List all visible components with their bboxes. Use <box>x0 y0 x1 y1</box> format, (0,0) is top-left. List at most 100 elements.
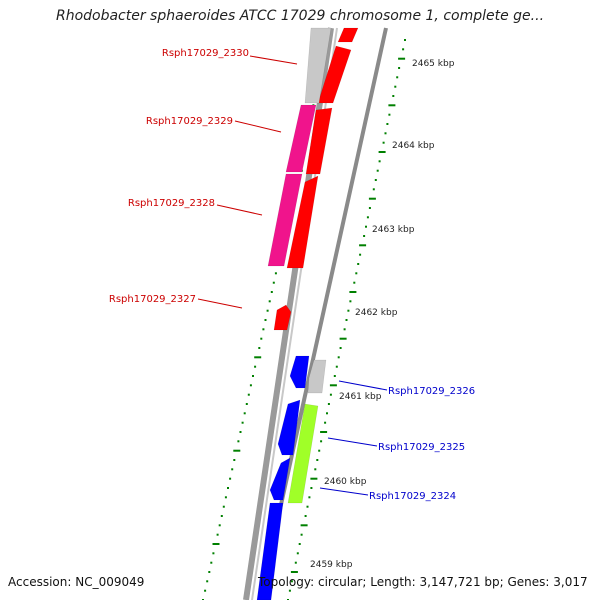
gene-rsph2331-segment[interactable] <box>337 27 359 43</box>
minor-tick <box>402 48 405 51</box>
major-tick <box>378 151 386 153</box>
major-tick <box>212 543 220 545</box>
major-tick <box>290 571 298 573</box>
minor-tick <box>320 440 323 443</box>
gene-label-2324[interactable]: Rsph17029_2324 <box>369 491 456 502</box>
minor-tick <box>357 263 360 265</box>
minor-tick <box>216 533 219 536</box>
minor-tick <box>365 225 367 228</box>
minor-tick <box>384 132 387 135</box>
minor-tick <box>363 235 366 237</box>
gene-rsph2328-alt[interactable] <box>267 173 303 267</box>
minor-tick <box>355 272 358 275</box>
leader-2327 <box>197 298 243 309</box>
major-tick <box>320 431 328 433</box>
kbp-label-2460: 2460 kbp <box>324 477 367 487</box>
gene-rsph2327[interactable] <box>273 304 292 331</box>
gene-rsph2326[interactable] <box>307 359 327 394</box>
minor-tick <box>388 113 391 116</box>
minor-tick <box>290 580 293 583</box>
kbp-label-2464: 2464 kbp <box>392 141 435 151</box>
minor-tick <box>318 449 321 452</box>
minor-tick <box>229 477 232 480</box>
gene-rsph2325[interactable] <box>287 403 319 504</box>
kbp-label-2461: 2461 kbp <box>339 392 382 402</box>
minor-tick <box>233 459 236 461</box>
gene-blue-segment-4[interactable] <box>256 502 284 600</box>
gene-label-2329[interactable]: Rsph17029_2329 <box>146 116 233 127</box>
minor-tick <box>262 328 265 331</box>
gene-rsph2329-alt[interactable] <box>285 104 317 173</box>
gene-label-2327[interactable]: Rsph17029_2327 <box>109 294 196 305</box>
minor-tick <box>353 281 356 284</box>
minor-tick <box>304 515 307 517</box>
minor-tick <box>224 496 227 499</box>
minor-tick <box>274 272 277 275</box>
minor-tick <box>326 412 328 415</box>
minor-tick <box>329 393 332 396</box>
minor-tick <box>241 421 244 424</box>
gene-features <box>256 27 359 600</box>
major-tick <box>300 524 308 527</box>
gene-label-2325[interactable]: Rsph17029_2325 <box>378 442 465 453</box>
label-leaders <box>197 55 388 496</box>
minor-tick <box>272 281 275 284</box>
gene-blue-segment-2[interactable] <box>277 399 301 456</box>
minor-tick <box>260 337 263 340</box>
kbp-label-2465: 2465 kbp <box>412 59 455 69</box>
minor-tick <box>372 188 375 191</box>
minor-tick <box>392 95 395 97</box>
kbp-label-2463: 2463 kbp <box>372 225 415 235</box>
leader-2324 <box>319 487 369 496</box>
minor-tick <box>394 85 397 88</box>
minor-tick <box>374 179 377 181</box>
minor-tick <box>270 291 273 293</box>
leader-2328 <box>216 204 263 216</box>
major-tick <box>349 291 357 293</box>
major-tick <box>398 57 406 60</box>
minor-tick <box>359 253 362 256</box>
minor-tick <box>306 505 309 508</box>
gene-rsph2326-blue[interactable] <box>289 355 310 389</box>
minor-tick <box>378 160 381 163</box>
minor-tick <box>239 431 242 433</box>
gene-rsph2329[interactable] <box>305 107 333 175</box>
minor-tick <box>206 580 209 583</box>
major-tick <box>368 197 376 200</box>
leader-2329 <box>234 120 282 133</box>
minor-tick <box>264 319 267 321</box>
minor-tick <box>343 328 346 331</box>
gene-label-2328[interactable]: Rsph17029_2328 <box>128 198 215 209</box>
major-tick <box>310 477 318 480</box>
minor-tick <box>298 543 301 545</box>
accession-text: Accession: NC_009049 <box>8 575 145 589</box>
gene-label-2330[interactable]: Rsph17029_2330 <box>162 48 249 59</box>
major-tick <box>339 337 347 340</box>
gene-rsph2328[interactable] <box>286 175 319 269</box>
gene-label-2326[interactable]: Rsph17029_2326 <box>388 386 475 397</box>
minor-tick <box>288 589 291 592</box>
major-tick <box>388 104 396 107</box>
minor-tick <box>258 347 261 349</box>
minor-tick <box>247 393 250 396</box>
gene-rsph2330-alt[interactable] <box>304 27 332 104</box>
minor-tick <box>254 365 257 368</box>
minor-tick <box>266 309 269 312</box>
minor-tick <box>210 561 213 564</box>
minor-tick <box>231 468 234 471</box>
minor-tick <box>212 552 215 555</box>
minor-tick <box>237 440 240 443</box>
minor-tick <box>245 403 248 405</box>
minor-tick <box>368 207 371 209</box>
minor-tick <box>296 552 299 555</box>
gene-blue-segment-3[interactable] <box>269 457 291 501</box>
minor-tick <box>345 319 348 321</box>
minor-tick <box>386 123 389 125</box>
kbp-label-2459: 2459 kbp <box>310 560 353 570</box>
minor-tick <box>347 309 350 312</box>
minor-tick <box>382 141 385 144</box>
major-tick <box>254 356 262 359</box>
minor-tick <box>222 505 225 508</box>
gene-rsph2330[interactable] <box>317 45 352 104</box>
